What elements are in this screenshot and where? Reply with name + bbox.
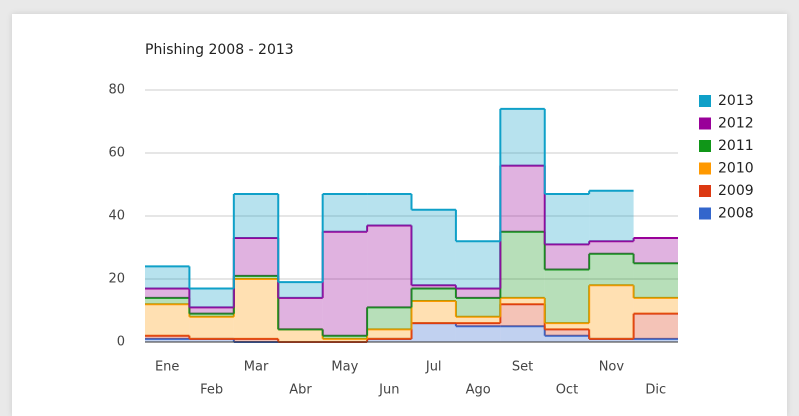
area-segment — [145, 338, 190, 342]
x-tick-label: May — [331, 360, 358, 375]
chart-title: Phishing 2008 - 2013 — [145, 42, 294, 58]
legend-swatch — [699, 207, 711, 220]
area-segment — [455, 323, 501, 327]
area-segment — [278, 282, 323, 298]
x-tick-label: Oct — [556, 383, 578, 398]
area-segment — [633, 297, 678, 314]
area-segment — [411, 288, 456, 302]
area-segment — [589, 285, 634, 339]
area-segment — [233, 275, 279, 279]
y-tick-label: 80 — [108, 83, 125, 98]
legend-swatch — [699, 162, 711, 175]
legend-swatch — [699, 95, 711, 107]
area-segment — [278, 329, 323, 342]
area-segment — [189, 307, 234, 314]
area-segment — [322, 231, 368, 336]
x-tick-label: Mar — [244, 360, 269, 375]
x-tick-label: Jul — [425, 360, 442, 375]
area-segment — [589, 253, 634, 286]
area-segment — [544, 335, 590, 342]
area-segment — [411, 209, 456, 286]
area-segment — [145, 266, 190, 289]
x-tick-label: Nov — [599, 360, 625, 375]
area-segment — [367, 193, 412, 226]
legend-label: 2009 — [718, 183, 754, 199]
area-segment — [233, 238, 279, 276]
area-segment — [589, 190, 634, 242]
area-segment — [278, 297, 323, 330]
area-segment — [633, 313, 678, 339]
area-segment — [411, 285, 456, 289]
area-segment — [189, 288, 234, 308]
area-segment — [189, 316, 234, 339]
area-segment — [233, 193, 279, 239]
area-segment — [145, 288, 190, 298]
legend-label: 2013 — [718, 93, 754, 109]
area-segment — [500, 304, 545, 327]
legend-swatch — [699, 117, 711, 130]
legend-label: 2011 — [718, 138, 754, 154]
legend-label: 2008 — [718, 206, 754, 222]
legend-label: 2012 — [718, 116, 754, 132]
area-segment — [145, 335, 190, 339]
area-segment — [500, 165, 545, 232]
area-segment — [544, 329, 590, 336]
y-tick-label: 0 — [117, 335, 125, 350]
area-segment — [544, 323, 590, 330]
area-segment — [367, 329, 412, 339]
x-tick-label: Jun — [378, 383, 399, 398]
x-tick-label: Ago — [466, 383, 491, 398]
area-segment — [367, 338, 412, 342]
area-segment — [322, 338, 368, 342]
area-segment — [189, 313, 234, 317]
area-segment — [589, 338, 634, 342]
area-segment — [145, 304, 190, 336]
area-segment — [500, 297, 545, 305]
area-segment — [189, 338, 234, 342]
area-segment — [411, 323, 456, 342]
area-segment — [455, 326, 501, 342]
area-segment — [500, 108, 545, 166]
x-tick-label: Ene — [155, 360, 179, 375]
y-tick-label: 60 — [108, 146, 125, 161]
area-segment — [455, 288, 501, 298]
area-segment — [411, 301, 456, 324]
area-segment — [322, 335, 368, 339]
legend-swatch — [699, 185, 711, 197]
area-segment — [455, 316, 501, 324]
x-tick-label: Feb — [200, 383, 223, 398]
area-segment — [544, 244, 590, 270]
y-tick-label: 20 — [108, 272, 125, 287]
x-tick-label: Abr — [289, 383, 312, 398]
area-segment — [500, 231, 545, 298]
area-segment — [633, 238, 678, 264]
area-segment — [544, 269, 590, 324]
area-segment — [633, 338, 678, 342]
area-segment — [233, 338, 279, 342]
x-tick-label: Dic — [645, 383, 666, 398]
legend-label: 2010 — [718, 161, 754, 177]
panel — [12, 14, 787, 416]
area-segment — [544, 193, 590, 245]
area-segment — [455, 297, 501, 317]
area-segment — [322, 193, 368, 232]
area-segment — [500, 326, 545, 342]
x-tick-label: Set — [512, 360, 533, 375]
area-segment — [367, 307, 412, 330]
area-segment — [145, 297, 190, 305]
area-segment — [633, 263, 678, 298]
area-segment — [367, 225, 412, 308]
area-segment — [233, 279, 279, 339]
area-segment — [455, 241, 501, 289]
area-segment — [589, 241, 634, 254]
y-tick-label: 40 — [108, 209, 125, 224]
legend-swatch — [699, 140, 711, 152]
